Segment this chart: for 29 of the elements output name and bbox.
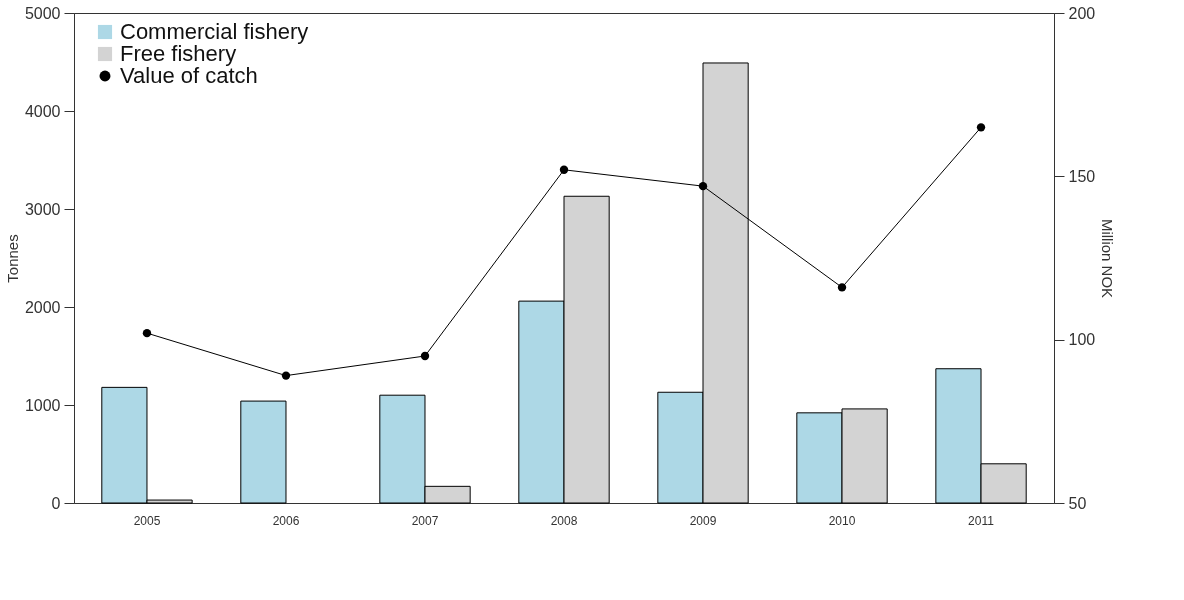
- x-tick-label: 2008: [550, 513, 578, 528]
- point: [420, 351, 430, 361]
- x-tick-label: 2007: [411, 513, 439, 528]
- y-tick-label: 1000: [24, 396, 61, 414]
- point: [976, 123, 986, 132]
- x-tick-label: 2010: [828, 513, 856, 528]
- y-tick-label: 2000: [24, 298, 61, 316]
- y2-tick-label: 50: [1068, 494, 1087, 512]
- y2-tick-label: 100: [1068, 331, 1096, 349]
- x-tick-label: 2006: [272, 513, 300, 528]
- legend-label: Commercial fishery: [120, 19, 309, 44]
- y2-tick-label: 150: [1068, 167, 1096, 185]
- point: [142, 328, 152, 338]
- point: [281, 371, 291, 380]
- point: [559, 165, 569, 174]
- legend-label: Free fishery: [120, 41, 237, 66]
- y-tick-label: 3000: [24, 200, 61, 218]
- y2-tick-label: 200: [1068, 4, 1096, 22]
- x-tick-label: 2009: [689, 513, 717, 528]
- point: [837, 283, 847, 292]
- x-tick-label: 2005: [133, 513, 161, 528]
- y-tick-label: 0: [51, 494, 61, 512]
- y-tick-label: 5000: [24, 4, 61, 22]
- bar: [240, 400, 287, 504]
- y-tick-label: 4000: [24, 102, 61, 120]
- point: [698, 181, 708, 191]
- y-axis-title: Tonnes: [3, 234, 21, 283]
- y2-axis-title: Million NOK: [1099, 218, 1117, 299]
- x-tick-label: 2011: [968, 513, 995, 528]
